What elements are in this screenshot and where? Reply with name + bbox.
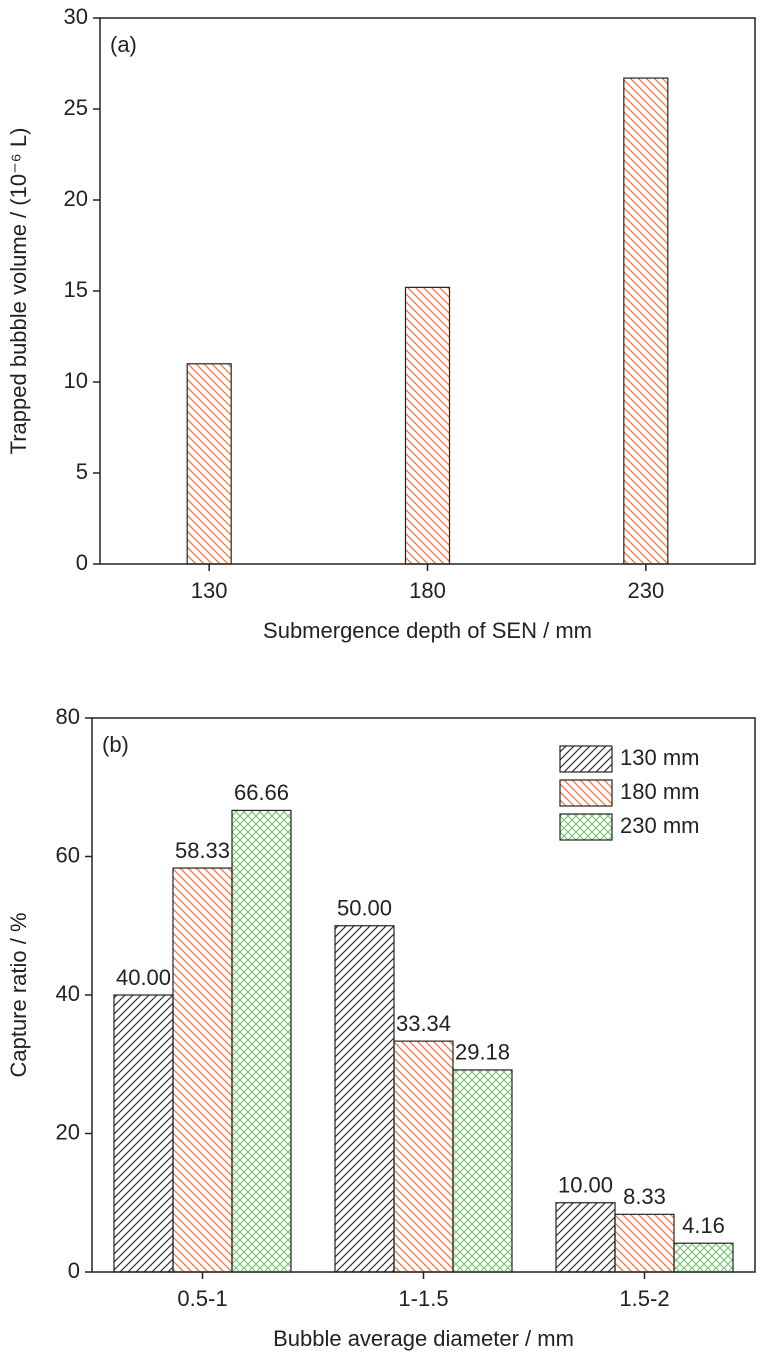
y-axis-label: Capture ratio / % (6, 912, 31, 1077)
legend-swatch (559, 779, 613, 807)
bar (113, 994, 174, 1273)
x-axis-label: Bubble average diameter / mm (273, 1326, 574, 1351)
x-axis-label: Submergence depth of SEN / mm (263, 618, 592, 643)
y-tick-label: 20 (64, 186, 88, 211)
x-tick-label: 0.5-1 (177, 1286, 227, 1311)
bar (623, 77, 669, 565)
y-tick-label: 0 (76, 550, 88, 575)
value-label: 4.16 (682, 1213, 725, 1238)
y-tick-label: 40 (56, 981, 80, 1006)
y-tick-label: 15 (64, 277, 88, 302)
y-tick-label: 80 (56, 704, 80, 729)
bar (404, 286, 451, 565)
y-tick-label: 30 (64, 4, 88, 29)
bar (555, 1202, 616, 1273)
bar (452, 1069, 513, 1273)
bar (186, 363, 232, 565)
x-tick-label: 130 (191, 578, 228, 603)
bar (673, 1242, 734, 1273)
y-tick-label: 0 (68, 1258, 80, 1283)
legend-label: 130 mm (620, 745, 699, 770)
y-axis-label: Trapped bubble volume / (10⁻⁶ L) (6, 128, 31, 455)
bar (334, 925, 395, 1273)
y-tick-label: 25 (64, 95, 88, 120)
y-tick-label: 5 (76, 459, 88, 484)
value-label: 50.00 (337, 896, 392, 921)
x-tick-label: 180 (409, 578, 446, 603)
value-label: 8.33 (623, 1184, 666, 1209)
legend-swatch (559, 813, 613, 841)
value-label: 58.33 (175, 838, 230, 863)
y-tick-label: 60 (56, 842, 80, 867)
panel-label: (b) (102, 732, 129, 757)
panel-label: (a) (110, 32, 137, 57)
bar (614, 1213, 675, 1273)
x-tick-label: 230 (627, 578, 664, 603)
value-label: 29.18 (455, 1040, 510, 1065)
legend-label: 230 mm (620, 813, 699, 838)
y-tick-label: 10 (64, 368, 88, 393)
x-tick-label: 1-1.5 (398, 1286, 448, 1311)
legend-swatch (559, 745, 613, 773)
legend-label: 180 mm (620, 779, 699, 804)
x-tick-label: 1.5-2 (619, 1286, 669, 1311)
bar (231, 809, 292, 1273)
value-label: 66.66 (234, 780, 289, 805)
bar (172, 867, 233, 1273)
bar (393, 1040, 454, 1273)
y-tick-label: 20 (56, 1119, 80, 1144)
value-label: 10.00 (558, 1173, 613, 1198)
value-label: 33.34 (396, 1011, 451, 1036)
value-label: 40.00 (116, 965, 171, 990)
